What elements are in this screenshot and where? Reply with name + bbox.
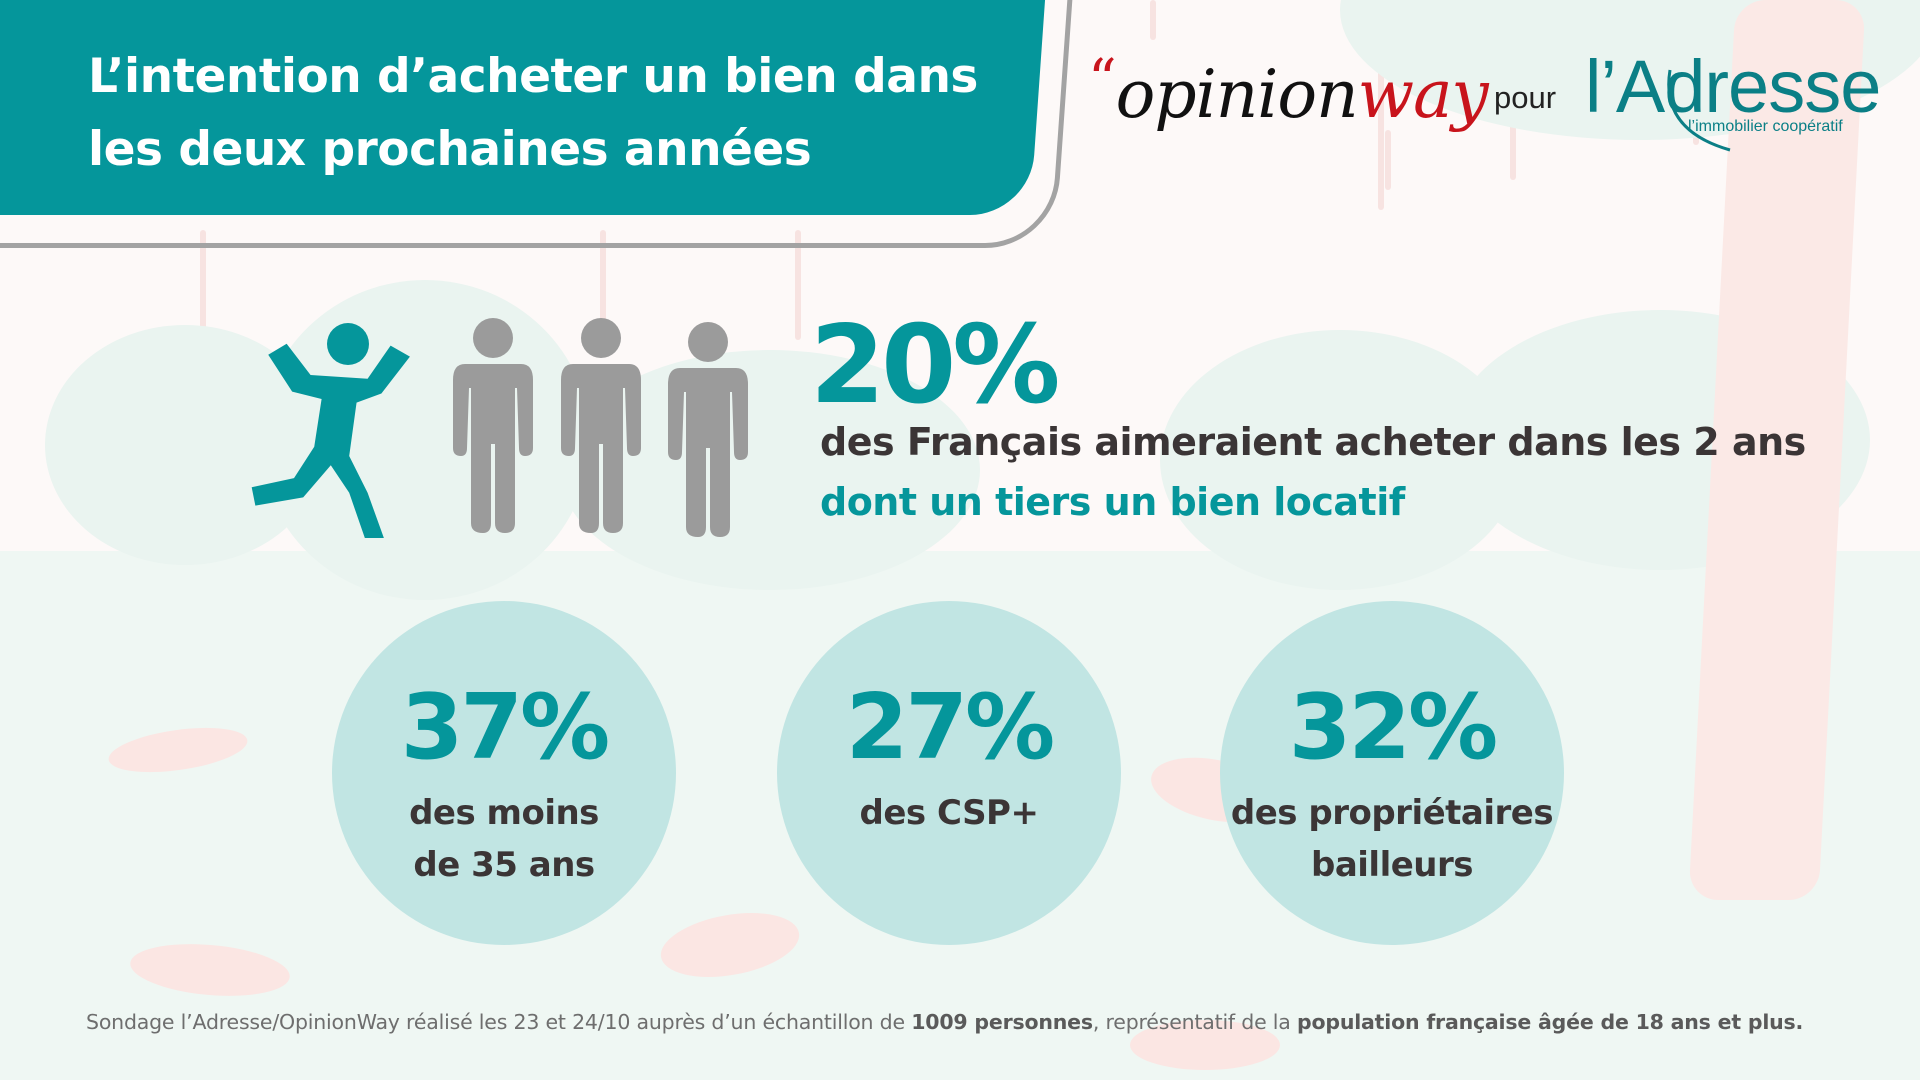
opinionway-opinion: opinion: [1115, 56, 1359, 133]
stat-percent: 27%: [845, 675, 1055, 780]
headline-subdescription: dont un tiers un bien locatif: [820, 480, 1405, 524]
opinionway-quote-mark: “: [1088, 48, 1117, 113]
title-line-1: L’intention d’acheter un bien dans: [88, 49, 978, 104]
opinionway-way: way: [1357, 56, 1489, 133]
stat-percent: 37%: [400, 675, 610, 780]
standing-person-icon: [668, 322, 748, 537]
survey-source-footnote: Sondage l’Adresse/OpinionWay réalisé les…: [86, 1010, 1803, 1034]
page-title: L’intention d’acheter un bien dans les d…: [88, 40, 978, 186]
background-bush: [260, 280, 590, 600]
adresse-logo: l’Adresse: [1585, 45, 1881, 128]
background-rain-streak: [1385, 130, 1391, 190]
stat-circle-landlords: 32% des propriétaires bailleurs: [1220, 601, 1564, 945]
stat-label: des moins de 35 ans: [332, 787, 676, 891]
jumping-person-icon: [251, 323, 410, 538]
headline-percent: 20%: [810, 303, 1061, 428]
opinionway-logo: “opinionway: [1088, 48, 1489, 133]
adresse-tagline: l’immobilier coopératif: [1688, 118, 1843, 135]
stat-label: des propriétaires bailleurs: [1220, 787, 1564, 891]
stat-circle-under-35: 37% des moins de 35 ans: [332, 601, 676, 945]
stat-percent: 32%: [1288, 675, 1498, 780]
title-line-2: les deux prochaines années: [88, 122, 812, 177]
stat-circle-csp-plus: 27% des CSP+: [777, 601, 1121, 945]
stat-label-line-2: bailleurs: [1310, 845, 1474, 885]
headline-description: des Français aimeraient acheter dans les…: [820, 420, 1806, 464]
stat-label-line-1: des propriétaires: [1230, 793, 1554, 833]
background-rain-streak: [1378, 30, 1384, 210]
stat-label-line-1: des moins: [409, 793, 599, 833]
footnote-text: , représentatif de la: [1092, 1010, 1297, 1034]
standing-person-icon: [453, 318, 533, 533]
stat-label: des CSP+: [777, 787, 1121, 839]
pour-label: pour: [1494, 80, 1557, 115]
people-pictogram: [251, 318, 748, 538]
background-rain-streak: [795, 230, 801, 340]
stat-label-line-1: des CSP+: [859, 793, 1039, 833]
stat-label-line-2: de 35 ans: [413, 845, 595, 885]
footnote-population: population française âgée de 18 ans et p…: [1296, 1010, 1804, 1034]
background-rain-streak: [200, 230, 206, 370]
footnote-sample-size: 1009 personnes: [911, 1010, 1093, 1034]
adresse-logo-swoosh-icon: [1667, 69, 1731, 152]
footnote-text: Sondage l’Adresse/OpinionWay réalisé les…: [86, 1010, 912, 1034]
background-rain-streak: [600, 230, 606, 350]
background-leaf: [1130, 1020, 1280, 1070]
standing-person-icon: [561, 318, 641, 533]
background-rain-streak: [1150, 0, 1156, 40]
